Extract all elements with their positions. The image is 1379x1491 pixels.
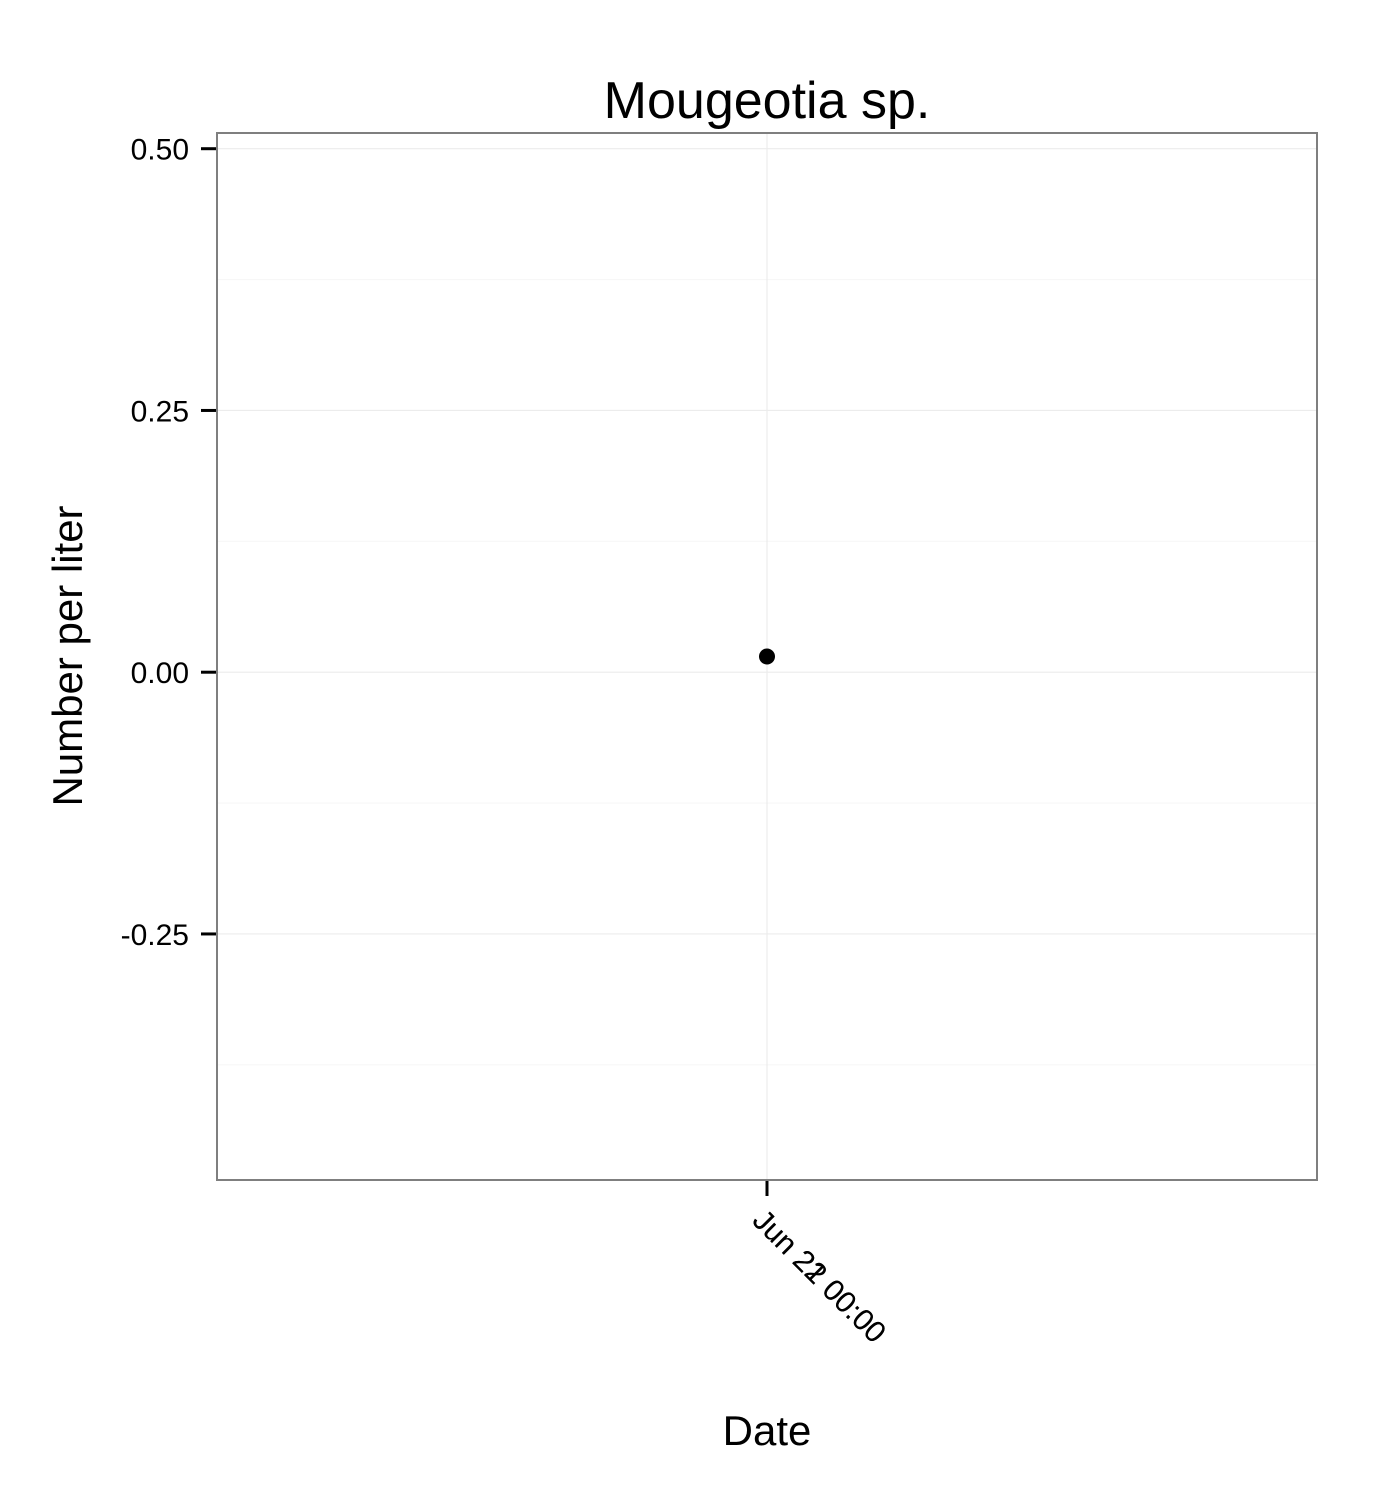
y-tick-label: -0.25 xyxy=(121,919,189,952)
chart-title: Mougeotia sp. xyxy=(604,72,931,130)
axis-ticks xyxy=(201,147,769,1196)
data-points xyxy=(759,648,775,665)
y-tick-labels: 0.50 0.25 0.00 -0.25 xyxy=(121,134,189,952)
panel-border xyxy=(216,132,1318,1181)
y-tick-label: 0.25 xyxy=(131,395,189,428)
grid xyxy=(217,133,1317,1180)
x-tick-labels: Jun 21 00:00 Jun 22 00:00 xyxy=(746,1204,892,1350)
x-tick-label: Jun 22 00:00 xyxy=(746,1204,892,1350)
y-tick-label: 0.50 xyxy=(131,134,189,167)
x-axis-title: Date xyxy=(723,1407,812,1454)
y-tick-label: 0.00 xyxy=(131,657,189,690)
y-axis-title: Number per liter xyxy=(44,505,91,806)
data-point xyxy=(759,648,775,665)
